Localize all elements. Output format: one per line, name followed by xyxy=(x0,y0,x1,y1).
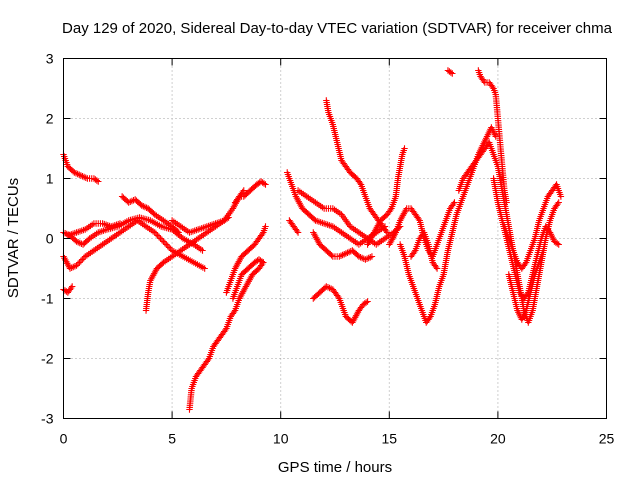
data-point xyxy=(152,230,160,238)
y-tick-labels: -3 -2 -1 0 1 2 3 xyxy=(41,51,54,427)
data-point xyxy=(158,236,166,244)
x-tick-label: 5 xyxy=(168,431,176,447)
data-point xyxy=(204,356,212,364)
data-point xyxy=(554,200,561,208)
data-point xyxy=(74,260,82,268)
data-point xyxy=(80,254,87,262)
data-point xyxy=(77,257,85,265)
data-point xyxy=(451,199,458,206)
data-point xyxy=(555,199,562,206)
data-point xyxy=(76,259,83,266)
data-point xyxy=(554,240,561,247)
data-point xyxy=(555,241,562,248)
data-point xyxy=(155,233,163,241)
data-point xyxy=(432,263,440,271)
data-point xyxy=(230,308,238,316)
data-point xyxy=(447,69,455,76)
data-point xyxy=(154,232,161,239)
data-point xyxy=(260,259,267,266)
data-point xyxy=(521,260,529,268)
data-point xyxy=(73,262,80,269)
data-point xyxy=(480,77,487,85)
data-point xyxy=(174,228,181,235)
y-axis-label: SDTVAR / TECUs xyxy=(5,178,22,298)
data-point xyxy=(426,314,433,322)
x-tick-label: 25 xyxy=(599,431,615,447)
data-point xyxy=(67,284,75,292)
data-point xyxy=(259,230,266,238)
data-point xyxy=(163,241,170,248)
data-point xyxy=(356,179,364,187)
data-point xyxy=(433,265,441,272)
data-point xyxy=(116,220,124,227)
data-points xyxy=(60,67,565,413)
chart-title: Day 129 of 2020, Sidereal Day-to-day VTE… xyxy=(62,20,613,37)
data-point xyxy=(167,245,174,253)
data-point xyxy=(489,83,496,91)
data-point xyxy=(240,187,247,194)
data-point xyxy=(335,293,342,301)
data-point xyxy=(540,247,547,254)
data-point xyxy=(223,215,231,222)
data-point xyxy=(411,248,418,256)
data-point xyxy=(178,234,185,241)
y-tick-label: -3 xyxy=(41,411,54,427)
y-tick-label: 1 xyxy=(46,171,54,187)
x-axis-label: GPS time / hours xyxy=(278,459,392,476)
data-point xyxy=(382,227,390,235)
data-point xyxy=(166,244,173,251)
data-point xyxy=(328,252,335,259)
data-point xyxy=(222,326,229,334)
data-point xyxy=(362,299,370,306)
data-point xyxy=(239,188,246,196)
data-point xyxy=(387,206,394,214)
data-point xyxy=(260,180,268,187)
data-point xyxy=(79,256,86,263)
x-tick-label: 15 xyxy=(382,431,398,447)
data-point xyxy=(449,70,456,77)
data-point xyxy=(68,283,76,290)
y-tick-label: -1 xyxy=(41,291,54,307)
x-tick-labels: 0 5 10 15 20 25 xyxy=(60,431,615,447)
y-tick-label: 0 xyxy=(46,231,54,247)
data-point xyxy=(93,177,101,184)
data-point xyxy=(262,223,269,230)
data-point xyxy=(235,194,242,202)
data-point xyxy=(201,265,208,272)
axis-ticks xyxy=(63,58,607,419)
data-point xyxy=(160,238,167,245)
data-point xyxy=(545,227,553,235)
data-point xyxy=(294,229,302,236)
data-point xyxy=(415,215,422,223)
data-point xyxy=(258,258,266,265)
data-point xyxy=(383,229,391,236)
data-point xyxy=(557,193,565,200)
data-point xyxy=(199,247,206,254)
data-point xyxy=(161,239,169,247)
x-tick-label: 0 xyxy=(60,431,68,447)
y-tick-label: 3 xyxy=(46,51,54,67)
data-point xyxy=(293,227,301,235)
x-tick-label: 10 xyxy=(273,431,289,447)
y-tick-label: 2 xyxy=(46,111,54,127)
data-point xyxy=(151,229,158,236)
data-point xyxy=(364,298,371,305)
data-point xyxy=(262,181,269,188)
data-point xyxy=(225,214,232,221)
y-tick-label: -2 xyxy=(41,351,54,367)
data-point xyxy=(401,145,408,152)
data-point xyxy=(164,242,171,250)
data-point xyxy=(175,229,182,236)
data-point xyxy=(368,253,376,260)
x-tick-label: 20 xyxy=(490,431,506,447)
data-point xyxy=(95,178,102,185)
data-point xyxy=(450,200,457,208)
data-point xyxy=(157,235,164,242)
